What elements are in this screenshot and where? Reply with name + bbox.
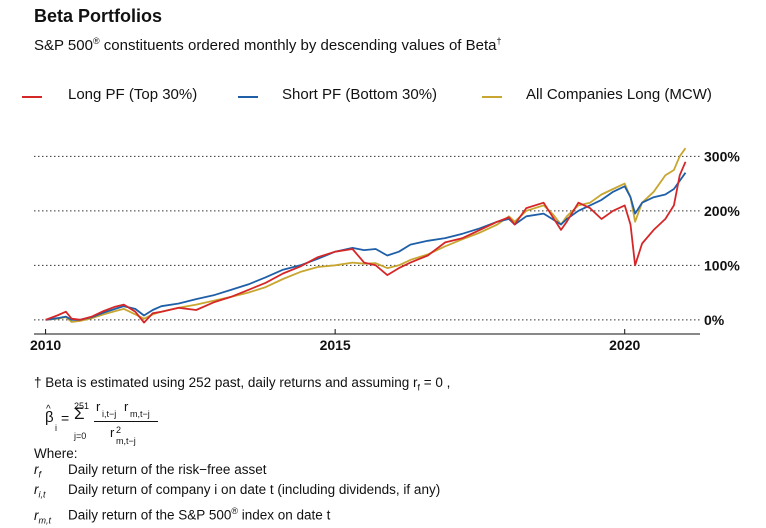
dagger-mark: † [496,36,502,46]
footnote-where: Where: [34,445,78,461]
subtitle-text-rest: constituents ordered monthly by descendi… [99,37,497,54]
equals-sign: = [61,409,70,426]
den-r-sup: 2 [116,424,122,435]
y-tick-label: 100% [704,257,740,273]
sigma-symbol: Σ [74,403,85,423]
num-r1-sub: i,t−j [102,408,117,419]
axis-layer: 0% 100% 200% 300% 2010 2015 2020 [30,148,740,353]
sum-upper: 251 [74,400,90,411]
num-r2: r [124,398,129,414]
footnote-text: † Beta is estimated using 252 past, dail… [34,375,418,390]
series-line-market [45,147,687,323]
legend-label-short: Short PF (Bottom 30%) [282,86,438,103]
beta-symbol: β [45,408,54,426]
def-rmt-mark: ® [231,506,238,517]
x-tick-label: 2015 [320,337,351,353]
series-line-long [45,161,687,324]
beta-formula: ^ β i = 251 Σ j=0 r i,t−j r m,t−j r 2 m,… [34,398,754,446]
series-layer [45,147,687,324]
x-tick-label: 2010 [30,337,61,353]
beta-hat: ^ [46,403,51,415]
series-line-short [45,172,687,321]
footnote-rf-sub: f [417,382,420,393]
legend-label-market: All Companies Long (MCW) [526,86,712,103]
x-tick-label: 2020 [609,337,640,353]
den-r: r [110,424,115,440]
subtitle-text: S&P 500 [34,37,93,54]
def-rmt: rm,t Daily return of the S&P 500® index o… [34,503,754,528]
def-rmt-symbol: rm,t [34,507,51,526]
chart-title: Beta Portfolios [34,6,163,26]
def-rit-text: Daily return of company i on date t (inc… [68,482,441,498]
line-chart: 0% 100% 200% 300% 2010 2015 2020 [30,147,740,353]
grid-layer [34,155,700,321]
legend-label-long: Long PF (Top 30%) [68,86,198,103]
den-r-sub: m,t−j [116,435,136,446]
def-rmt-text: Daily return of the S&P 500 [68,507,232,523]
registered-mark: ® [92,36,100,46]
def-rit: ri,t Daily return of company i on date t … [34,482,754,503]
def-rf-symbol: rf [34,461,42,480]
num-r2-sub: m,t−j [130,408,150,419]
y-tick-label: 0% [704,312,725,328]
def-rf-text: Daily return of the risk−free asset [68,461,267,477]
legend-swatch-market [482,96,502,98]
def-rf: rf Daily return of the risk−free asset [34,462,754,483]
beta-sub: i [55,422,57,433]
y-tick-label: 300% [704,148,740,164]
def-rit-symbol: ri,t [34,482,46,501]
num-r1: r [96,398,101,414]
legend-swatch-long [22,96,42,98]
footnote-line-1: † Beta is estimated using 252 past, dail… [34,375,754,396]
legend-swatch-short [238,96,258,98]
footnote: † Beta is estimated using 252 past, dail… [34,375,754,528]
def-rmt-end: index on date t [238,507,331,523]
chart-subtitle: S&P 500® constituents ordered monthly by… [34,36,502,54]
fraction-bar [94,420,158,422]
sum-lower: j=0 [74,430,87,441]
footnote-text-end: = 0 , [419,375,451,390]
y-tick-label: 200% [704,203,740,219]
